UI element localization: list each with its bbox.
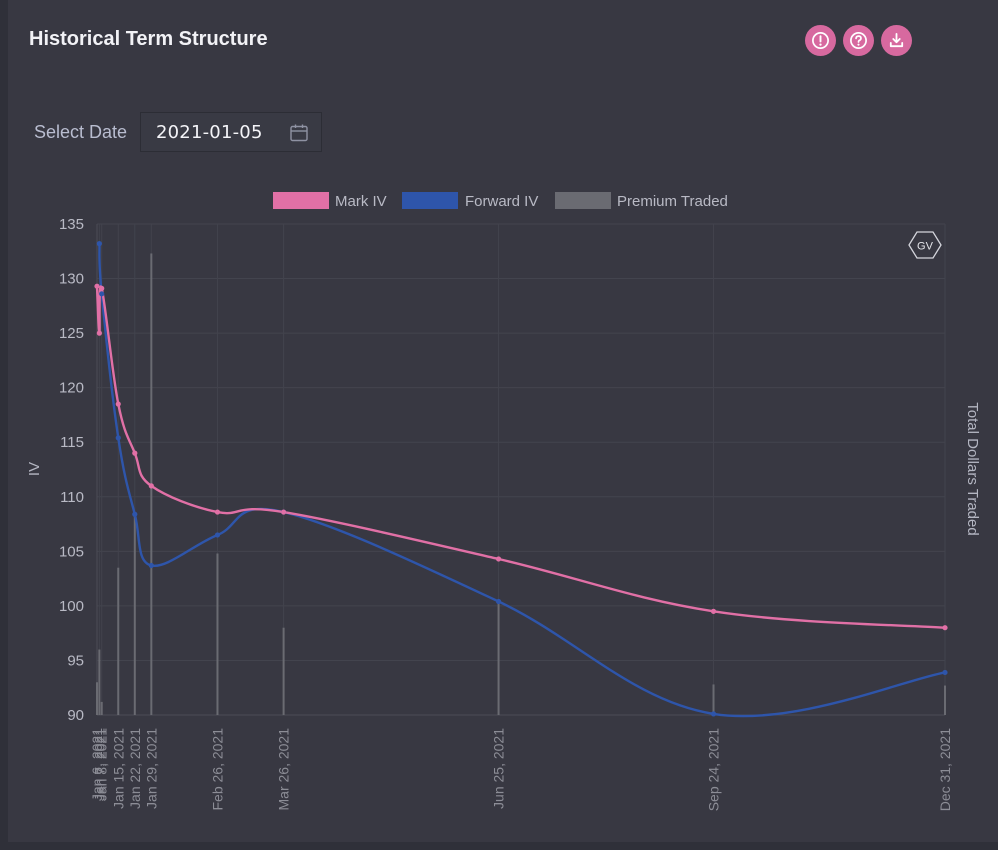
y-tick-label: 100 — [59, 598, 84, 615]
x-tick-label: Jan 7, 2021 — [91, 728, 107, 801]
legend-item-premium-traded[interactable]: Premium Traded — [555, 192, 728, 210]
forward-iv-point — [99, 291, 105, 297]
forward-iv-point — [214, 532, 221, 538]
legend-item-mark-iv[interactable]: Mark IV — [273, 192, 387, 210]
y2-axis-label: Total Dollars Traded — [964, 402, 981, 535]
mark-iv-point — [115, 401, 121, 407]
forward-iv-point — [132, 511, 138, 517]
y-axis-ticks: 90 95 100 105 110 115 120 125 130 135 — [59, 216, 84, 724]
help-button[interactable] — [843, 25, 874, 56]
forward-iv-point — [115, 435, 121, 441]
y-tick-label: 130 — [59, 271, 84, 288]
x-tick-label: Jan 22, 2021 — [127, 728, 143, 809]
mark-iv-point — [132, 450, 138, 456]
x-tick-label: Jun 25, 2021 — [491, 728, 507, 809]
legend-label: Premium Traded — [617, 193, 728, 210]
mark-iv-point — [942, 625, 948, 631]
y-tick-label: 90 — [67, 707, 84, 724]
y-tick-label: 105 — [59, 543, 84, 560]
info-icon — [812, 32, 829, 49]
mark-iv-line — [95, 285, 946, 629]
iv-points — [94, 241, 948, 717]
gv-watermark: GV — [908, 231, 942, 259]
premium-bar — [117, 567, 120, 715]
premium-bar — [96, 682, 98, 715]
premium-bar — [944, 685, 946, 715]
legend-item-forward-iv[interactable]: Forward IV — [402, 192, 538, 210]
legend-label: Forward IV — [465, 193, 538, 210]
forward-iv-point — [710, 711, 717, 717]
hexagon-icon — [908, 231, 942, 259]
forward-iv-point — [96, 241, 102, 247]
term-structure-panel: Historical Term Structure Select Date 20… — [8, 0, 998, 842]
x-tick-label: Feb 26, 2021 — [209, 728, 225, 811]
calendar-icon[interactable] — [289, 123, 309, 143]
download-icon — [889, 32, 904, 48]
legend-label: Mark IV — [335, 193, 387, 210]
mark-iv-point — [94, 283, 100, 289]
download-button[interactable] — [881, 25, 912, 56]
iv-lines — [95, 243, 946, 718]
forward-iv-point — [942, 669, 948, 676]
watermark-text: GV — [917, 241, 934, 253]
y-tick-label: 115 — [60, 434, 84, 451]
y-tick-label: 110 — [60, 489, 84, 506]
x-tick-label: Jan 29, 2021 — [143, 728, 159, 809]
forward-iv-line — [98, 243, 946, 718]
mark-iv-point — [710, 608, 717, 614]
y-tick-label: 135 — [59, 216, 84, 233]
premium-bar — [216, 553, 219, 715]
x-tick-label: Dec 31, 2021 — [937, 728, 953, 811]
forward-iv-point — [495, 598, 502, 605]
y-tick-label: 125 — [59, 325, 84, 342]
date-input[interactable]: 2021-01-05 — [140, 112, 322, 152]
x-tick-label: Jan 15, 2021 — [110, 728, 126, 809]
legend-swatch — [273, 192, 329, 209]
premium-bar — [712, 684, 715, 715]
info-button[interactable] — [805, 25, 836, 56]
premium-bar — [98, 649, 101, 715]
y-tick-label: 120 — [59, 380, 84, 397]
y-tick-label: 95 — [67, 652, 84, 669]
x-tick-label: Jan 8, 2021 — [94, 728, 110, 801]
mark-iv-point — [495, 556, 502, 562]
date-value: 2021-01-05 — [156, 122, 263, 143]
premium-bar — [100, 701, 103, 715]
chart-legend: Mark IV Forward IV Premium Traded — [273, 192, 728, 210]
legend-swatch — [555, 192, 611, 209]
mark-iv-point — [96, 330, 102, 336]
mark-iv-point — [148, 483, 154, 489]
chart-grid — [96, 223, 946, 716]
x-tick-label: Jan 6, 2021 — [89, 728, 105, 801]
premium-bar — [497, 603, 500, 715]
premium-bar — [133, 512, 136, 715]
mark-iv-point — [99, 285, 105, 291]
mark-iv-point — [281, 509, 287, 515]
forward-iv-point — [148, 562, 154, 569]
x-tick-label: Sep 24, 2021 — [706, 728, 722, 812]
premium-bars — [96, 253, 946, 715]
legend-swatch — [402, 192, 458, 209]
x-tick-label: Mar 26, 2021 — [276, 728, 292, 811]
y-axis-label: IV — [26, 462, 43, 476]
premium-bar — [282, 627, 285, 715]
mark-iv-point — [214, 509, 221, 515]
help-icon — [850, 32, 867, 49]
page-title: Historical Term Structure — [29, 28, 268, 50]
date-label: Select Date — [34, 122, 128, 142]
